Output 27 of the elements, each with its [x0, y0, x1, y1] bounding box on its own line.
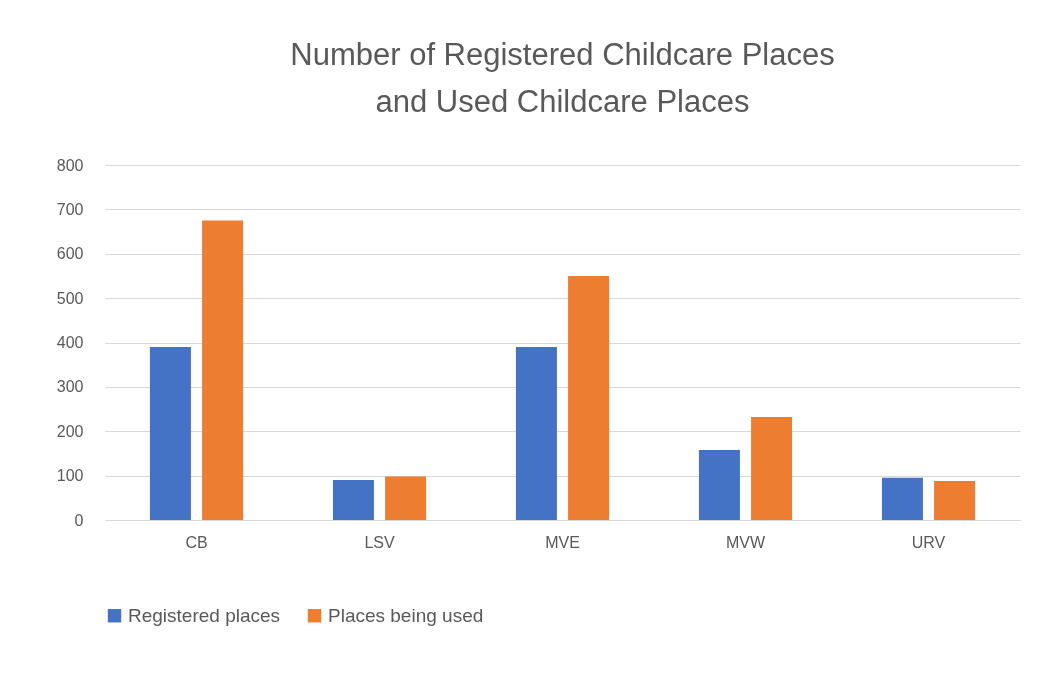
bar — [149, 346, 191, 520]
bar — [751, 417, 793, 520]
legend-label: Registered places — [128, 604, 281, 626]
y-tick-label: 300 — [56, 378, 84, 396]
x-tick-label: LSV — [364, 533, 395, 551]
bar — [202, 220, 244, 520]
y-tick-label: 700 — [56, 200, 84, 218]
bar — [698, 449, 740, 520]
x-tick-label: URV — [911, 533, 946, 551]
bar — [332, 480, 374, 520]
x-tick-label: MVE — [545, 533, 580, 551]
y-tick-label: 600 — [56, 245, 84, 263]
legend-label: Places being used — [328, 604, 484, 626]
bar — [934, 480, 976, 520]
bar — [385, 476, 427, 520]
x-tick-label: MVW — [725, 533, 766, 551]
bar — [568, 275, 610, 520]
y-tick-label: 500 — [56, 289, 84, 307]
y-tick-label: 200 — [56, 422, 84, 440]
bar — [881, 477, 923, 520]
y-tick-label: 100 — [56, 467, 84, 485]
bar — [515, 346, 557, 520]
y-tick-label: 0 — [74, 511, 84, 529]
y-tick-label: 800 — [56, 156, 84, 174]
x-tick-label: CB — [185, 533, 208, 551]
chart-title: Number of Registered Childcare Places and Used Childcare Places — [290, 37, 835, 119]
y-tick-label: 400 — [56, 334, 84, 351]
